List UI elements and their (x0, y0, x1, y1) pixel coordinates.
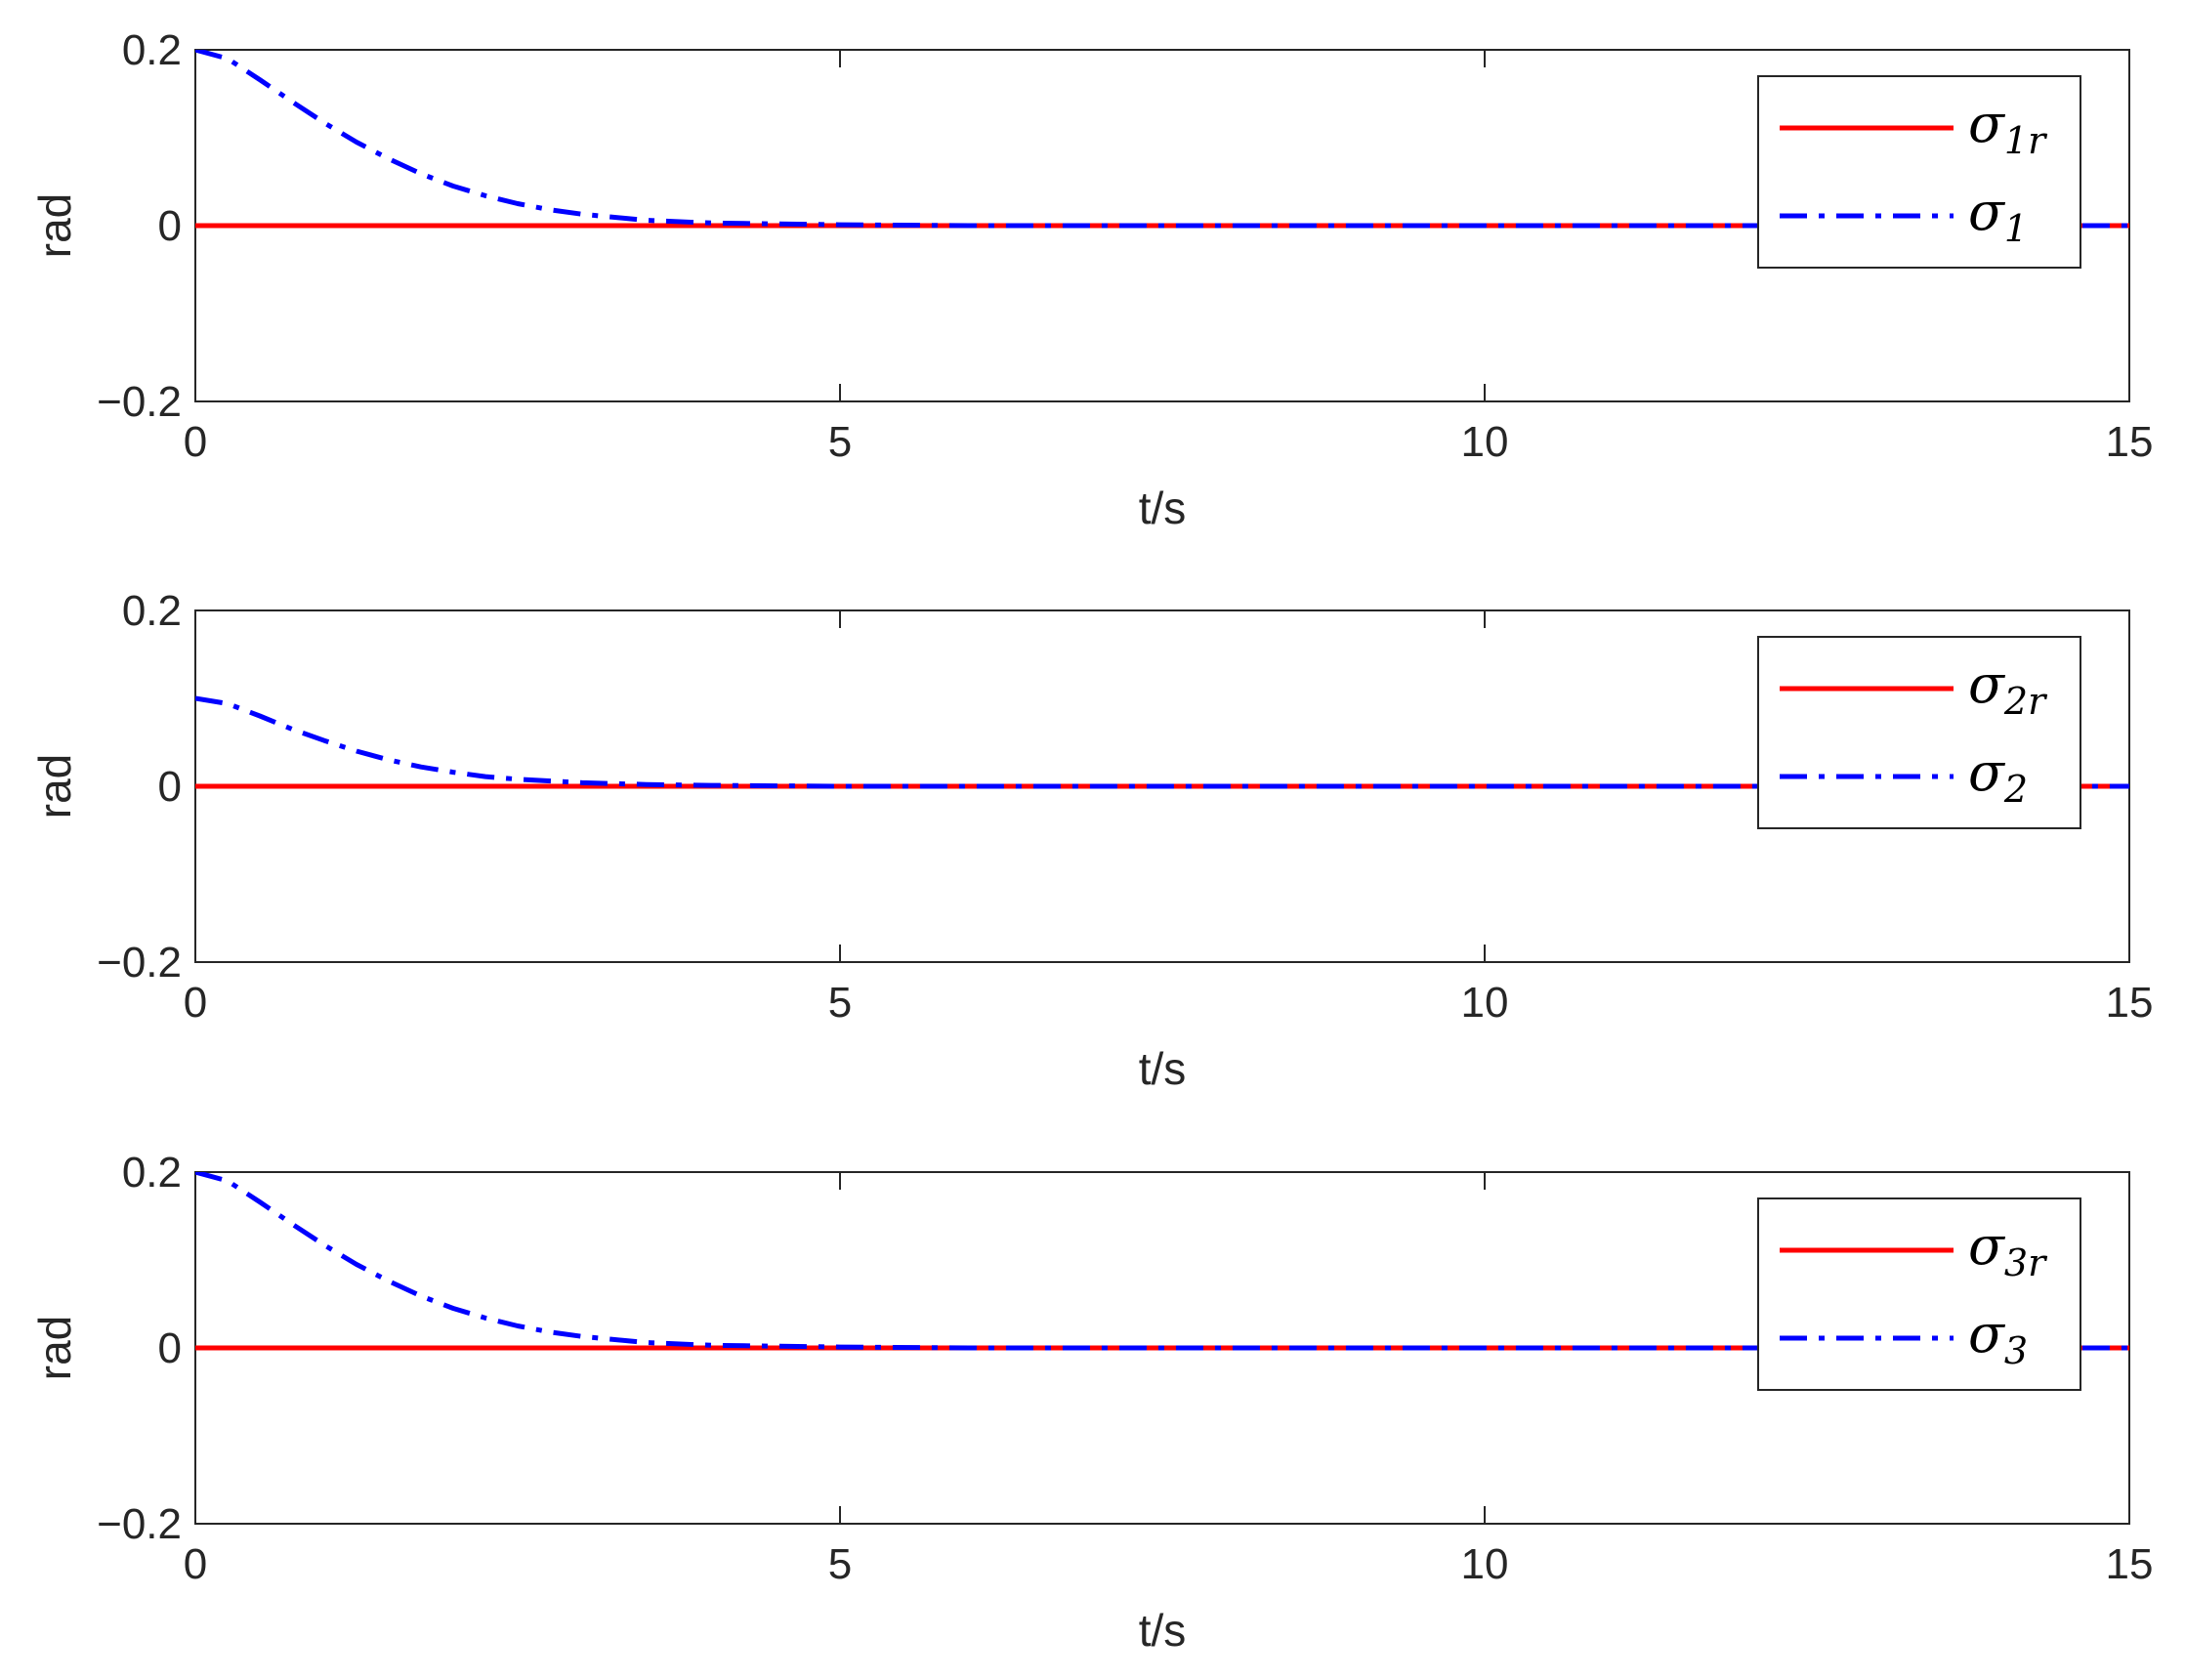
y-tick-label: 0.2 (122, 1149, 182, 1197)
y-axis-label: rad (29, 193, 80, 258)
series-line-σ1 (195, 50, 2129, 229)
y-tick-label: −0.2 (97, 1500, 182, 1548)
legend-entry-σ1r: σ1r (1968, 93, 2048, 162)
legend-entry-σ1: σ1 (1968, 181, 2028, 250)
x-tick-label: 10 (1461, 1540, 1509, 1588)
x-axis-label: t/s (1139, 1605, 1187, 1656)
x-tick-label: 5 (828, 1540, 852, 1588)
y-axis-label: rad (29, 1316, 80, 1380)
legend-box (1757, 1197, 2081, 1391)
legend-box (1757, 636, 2081, 829)
x-tick-label: 15 (2106, 1540, 2154, 1588)
y-tick-label: 0.2 (122, 587, 182, 635)
legend-entry-σ3: σ3 (1968, 1303, 2028, 1372)
x-axis-label: t/s (1139, 1043, 1187, 1094)
x-tick-label: 15 (2106, 418, 2154, 466)
legend-entry-σ2: σ2 (1968, 741, 2028, 811)
x-tick-label: 0 (184, 979, 207, 1027)
x-tick-label: 15 (2106, 979, 2154, 1027)
y-tick-label: 0 (158, 763, 182, 811)
y-tick-label: 0.2 (122, 26, 182, 74)
x-tick-label: 5 (828, 979, 852, 1027)
y-tick-label: 0 (158, 202, 182, 250)
legend-entry-σ2r: σ2r (1968, 653, 2048, 723)
x-axis-label: t/s (1139, 483, 1187, 533)
y-tick-label: −0.2 (97, 939, 182, 987)
y-tick-label: 0 (158, 1324, 182, 1372)
x-tick-label: 10 (1461, 979, 1509, 1027)
x-tick-label: 5 (828, 418, 852, 466)
x-tick-label: 10 (1461, 418, 1509, 466)
x-tick-label: 0 (184, 1540, 207, 1588)
y-tick-label: −0.2 (97, 378, 182, 426)
x-tick-label: 0 (184, 418, 207, 466)
legend-box (1757, 75, 2081, 269)
legend-entry-σ3r: σ3r (1968, 1215, 2048, 1284)
y-axis-label: rad (29, 754, 80, 819)
series-line-σ3 (195, 1172, 2129, 1351)
